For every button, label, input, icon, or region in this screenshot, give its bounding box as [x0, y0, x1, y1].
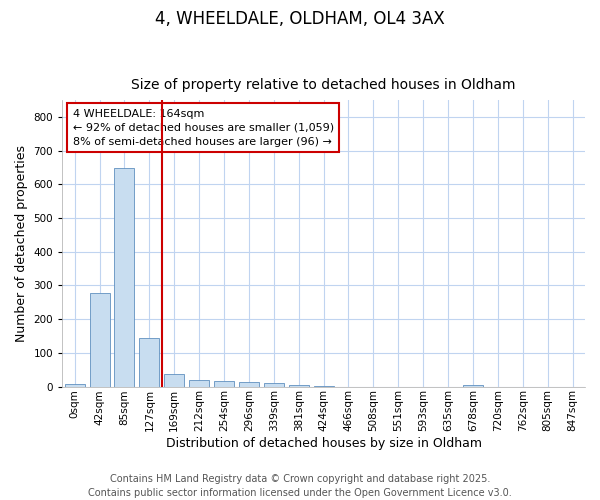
Bar: [139, 338, 159, 386]
Bar: [65, 384, 85, 386]
Text: 4, WHEELDALE, OLDHAM, OL4 3AX: 4, WHEELDALE, OLDHAM, OL4 3AX: [155, 10, 445, 28]
Bar: [214, 381, 234, 386]
Bar: [164, 374, 184, 386]
Text: 4 WHEELDALE: 164sqm
← 92% of detached houses are smaller (1,059)
8% of semi-deta: 4 WHEELDALE: 164sqm ← 92% of detached ho…: [73, 108, 334, 146]
Bar: [289, 385, 308, 386]
Bar: [463, 385, 483, 386]
Text: Contains HM Land Registry data © Crown copyright and database right 2025.
Contai: Contains HM Land Registry data © Crown c…: [88, 474, 512, 498]
Y-axis label: Number of detached properties: Number of detached properties: [15, 145, 28, 342]
X-axis label: Distribution of detached houses by size in Oldham: Distribution of detached houses by size …: [166, 437, 482, 450]
Bar: [115, 168, 134, 386]
Title: Size of property relative to detached houses in Oldham: Size of property relative to detached ho…: [131, 78, 516, 92]
Bar: [264, 383, 284, 386]
Bar: [239, 382, 259, 386]
Bar: [189, 380, 209, 386]
Bar: [89, 293, 110, 386]
